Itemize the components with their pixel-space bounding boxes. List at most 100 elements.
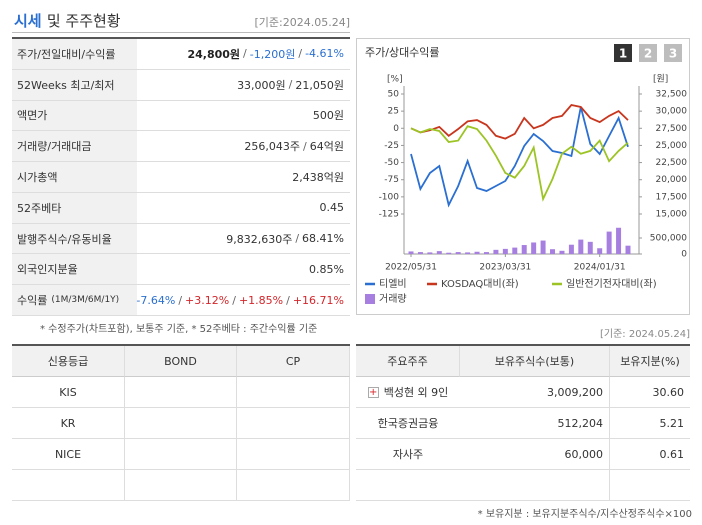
row-label: 수익률 (1M/3M/6M/1Y): [12, 285, 137, 316]
row-label: 시가총액: [12, 162, 137, 193]
base-date: [기준:2024.05.24]: [254, 16, 350, 29]
credit-top-border: [12, 344, 350, 346]
column-header: 보유주식수(보통): [460, 346, 610, 377]
y2-tick-label: 27,500: [656, 124, 688, 134]
volume-bar: [474, 251, 480, 254]
row-label: 발행주식수/유동비율: [12, 223, 137, 255]
cell-text: 한국증권금융: [377, 417, 439, 430]
volume-bar: [531, 242, 537, 254]
y2-tick-label: 25,000: [656, 141, 688, 151]
table-cell: NICE: [12, 439, 125, 470]
row-value: 2,438억원: [137, 162, 350, 193]
row-value: 24,800원 / -1,200원 / -4.61%: [137, 39, 350, 70]
holders-date: [기준: 2024.05.24]: [599, 329, 690, 340]
row-value: 500원: [137, 101, 350, 132]
table-cell: [237, 377, 350, 408]
legend-label: 티엘비: [379, 277, 407, 290]
volume-bar: [436, 251, 442, 254]
expand-icon[interactable]: +: [367, 386, 379, 398]
separator: /: [303, 139, 307, 153]
column-header: 보유지분(%): [610, 346, 690, 377]
table-cell: 0.61: [610, 439, 690, 470]
column-header: BOND: [125, 346, 237, 377]
page-button[interactable]: [664, 44, 682, 62]
y-tick-label: -100: [379, 192, 400, 202]
row-label: 외국인지분율: [12, 254, 137, 286]
value-text: 21,050원: [295, 78, 344, 92]
value-text: 500원: [312, 109, 344, 123]
volume-bar: [465, 252, 471, 254]
separator: /: [298, 47, 303, 61]
label-text: 발행주식수/유동비율: [17, 232, 112, 246]
holders-table: 주요주주 보유주식수(보통) 보유지분(%) + 백성현 외 9인 3,009,200 30…: [356, 346, 690, 501]
value-text: 9,832,630주: [226, 232, 293, 246]
y-axis-unit: [%]: [387, 75, 403, 85]
label-text: 52주베타: [17, 201, 62, 215]
series-line: [410, 125, 629, 202]
page-button-label[interactable]: 2: [644, 47, 652, 61]
legend-label: 일반전기전자대비(좌): [566, 278, 657, 290]
chart-title: 주가/상대수익률: [365, 46, 440, 59]
y2-tick-label: 22,500: [656, 158, 688, 168]
page-button[interactable]: [614, 44, 632, 62]
volume-bar: [540, 240, 546, 254]
y2-tick-label: 15,000: [656, 210, 688, 220]
title-rest: 및 주주현황: [46, 12, 121, 30]
row-value: 33,000원/21,050원: [137, 70, 350, 101]
credit-table: 신용등급 BOND CP KIS KR NICE: [12, 346, 350, 501]
volume-bar: [597, 248, 603, 254]
value-text: +16.71%: [292, 293, 344, 307]
chart: 주가/상대수익률 1 2 3 [%] [원] 50 25 0 -25 -50 -75 -100 -125 3…: [356, 38, 690, 315]
table-cell: [237, 439, 350, 470]
column-header: 신용등급: [12, 346, 125, 377]
table-cell: 512,204: [460, 408, 610, 439]
page-button-label[interactable]: 3: [669, 47, 677, 61]
value-text: 256,043주: [244, 140, 301, 154]
legend-swatch: [365, 294, 375, 304]
table-top-border: [12, 37, 350, 39]
table-cell: 30.60: [610, 377, 690, 408]
volume-bar: [559, 250, 565, 254]
value-text: 0.85%: [309, 262, 344, 276]
column-header: CP: [237, 346, 350, 377]
volume-bar: [512, 247, 518, 254]
volume-bar: [587, 241, 593, 254]
cell-text: 0.61: [659, 447, 685, 461]
row-label: 주가/전일대비/수익률: [12, 39, 137, 70]
volume-bar: [417, 252, 423, 254]
row-value: 0.85%: [137, 254, 350, 286]
y2-tick-label: 20,000: [656, 175, 688, 185]
volume-bar: [578, 239, 584, 254]
table-cell: [460, 470, 610, 501]
volume-bar: [427, 252, 433, 254]
volume-bar: [616, 227, 622, 254]
value-text: 68.41%: [302, 232, 344, 246]
y2-tick-label: 17,500: [656, 192, 688, 202]
table-cell: 자사주: [356, 439, 460, 470]
label-text: 주가/전일대비/수익률: [17, 47, 116, 61]
y2-tick-label: 32,500: [656, 90, 688, 100]
cell-text: 자사주: [392, 448, 424, 461]
value-text: -1,200원: [249, 47, 296, 61]
label-sub: (1M/3M/6M/1Y): [51, 295, 120, 306]
volume-bar: [550, 249, 556, 254]
y2-axis-unit: [원]: [653, 74, 668, 85]
value-text: 64억원: [309, 140, 344, 154]
divider: [12, 32, 350, 33]
volume-bar: [408, 251, 414, 254]
page-button-label[interactable]: 1: [619, 47, 627, 61]
cell-text: 512,204: [557, 416, 604, 430]
row-value: 256,043주/64억원: [137, 131, 350, 163]
page-button[interactable]: [639, 44, 657, 62]
series-line: [410, 104, 629, 140]
cell-text: 백성현 외 9인: [383, 386, 449, 399]
x-tick-label: 2022/05/31: [385, 263, 437, 273]
label-text: 거래량/거래대금: [17, 140, 92, 154]
value-text: -4.61%: [305, 47, 344, 61]
value-text: 24,800원: [187, 47, 241, 61]
volume-bar: [483, 252, 489, 254]
table-cell: [12, 470, 125, 501]
summary-note: * 수정주가(차트포함), 보통주 기준, * 52주베타 : 주간수익률 기준: [40, 324, 318, 335]
table-cell: [356, 470, 460, 501]
y-tick-label: -50: [384, 158, 399, 168]
